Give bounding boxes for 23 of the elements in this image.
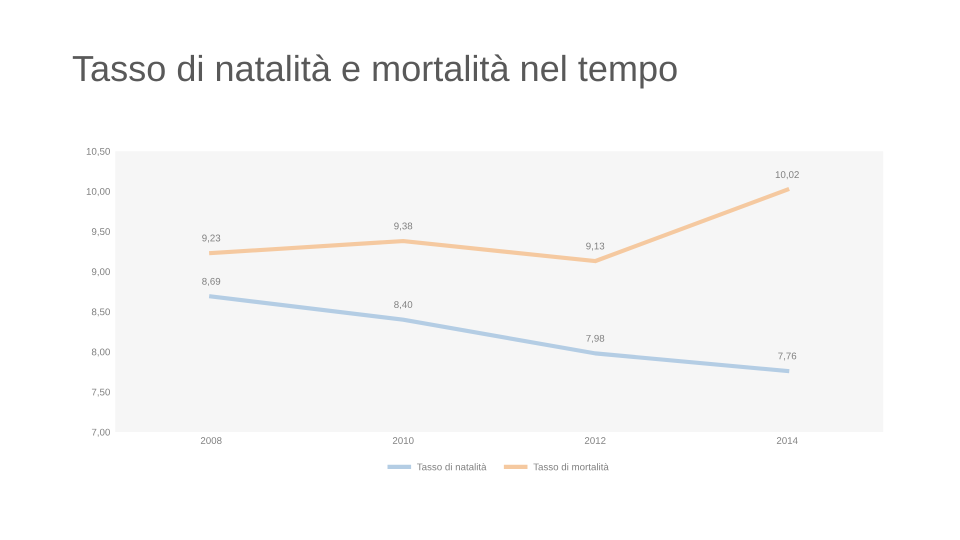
data-label: 10,02 — [776, 171, 799, 180]
data-label: 8,40 — [394, 301, 412, 310]
y-tick-label: 8,50 — [92, 308, 110, 316]
data-label: 7,76 — [778, 352, 796, 361]
y-tick-label: 7,00 — [92, 428, 110, 437]
y-tick-label: 7,50 — [92, 388, 110, 397]
y-tick-label: 9,50 — [92, 228, 110, 236]
x-tick-label: 2014 — [776, 437, 798, 444]
x-tick-label: 2012 — [584, 437, 606, 444]
data-label: 9,23 — [202, 234, 220, 243]
y-tick-label: 9,00 — [92, 268, 110, 276]
legend-label: Tasso di mortalità — [533, 463, 609, 470]
y-tick-label: 10,00 — [86, 188, 110, 196]
data-label: 9,38 — [394, 222, 412, 231]
y-tick-label: 8,00 — [92, 348, 110, 357]
data-label: 8,69 — [202, 278, 220, 286]
x-tick-label: 2010 — [392, 437, 414, 444]
legend-label: Tasso di natalità — [417, 463, 487, 470]
chart-title: Tasso di natalità e mortalità nel tempo — [72, 54, 677, 88]
data-label: 7,98 — [586, 334, 604, 343]
x-tick-label: 2008 — [200, 437, 222, 444]
y-tick-label: 10,50 — [86, 148, 110, 156]
data-label: 9,13 — [586, 242, 604, 251]
